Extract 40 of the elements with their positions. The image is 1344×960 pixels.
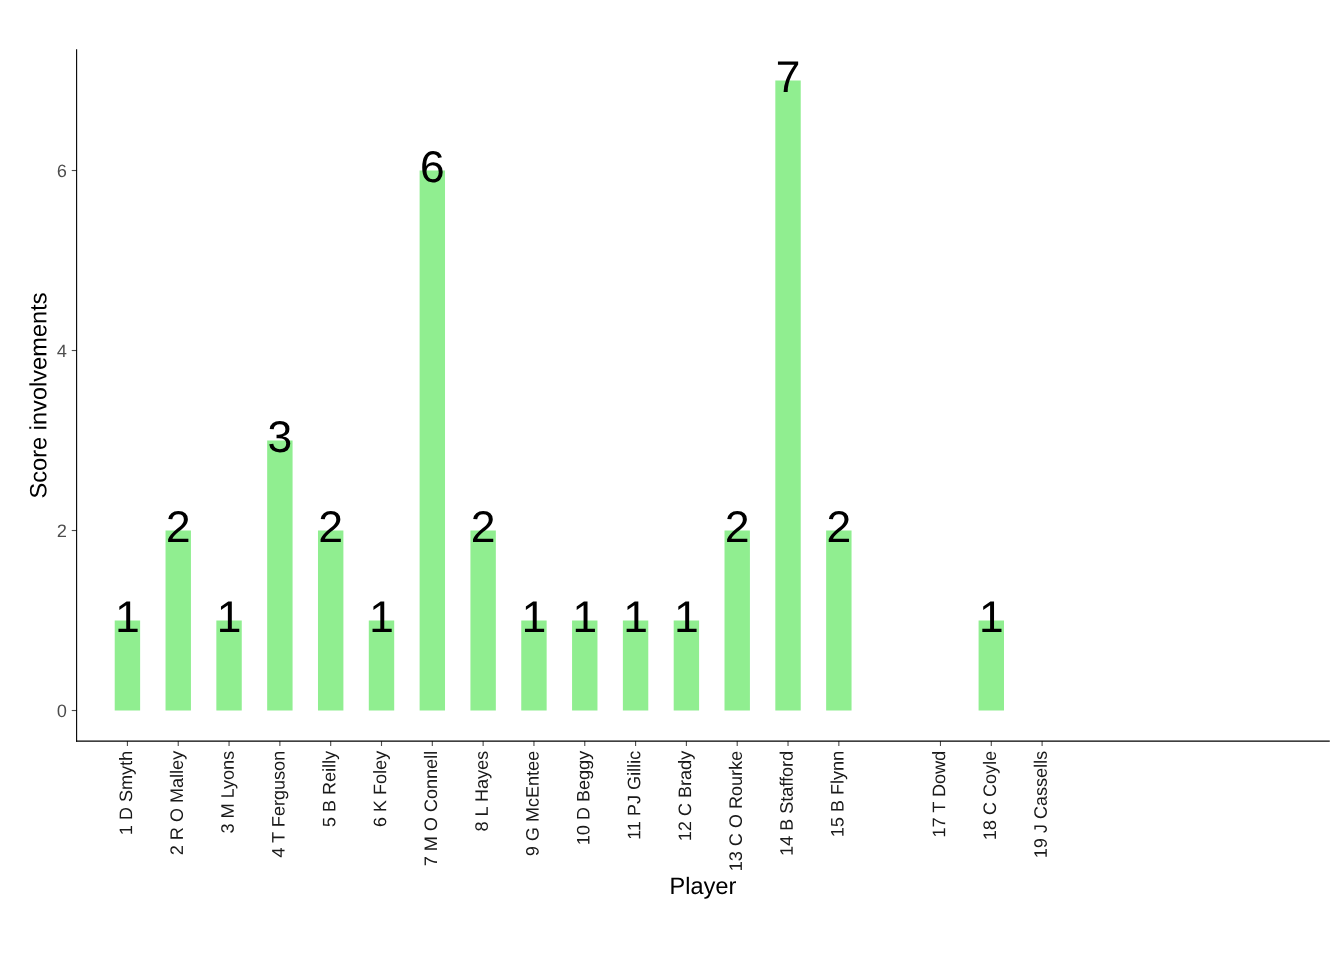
x-tick-label: 14 B Stafford xyxy=(779,752,793,855)
data-label: 1 xyxy=(677,601,697,633)
x-tick-label: 5 B Reilly xyxy=(322,750,340,827)
data-label: 7 xyxy=(777,61,799,93)
y-tick-label: 4 xyxy=(57,344,67,358)
data-label: 2 xyxy=(727,510,748,543)
data-label: 2 xyxy=(473,510,494,543)
data-label: 1 xyxy=(982,601,1002,633)
x-tick-label: 18 C Coyle xyxy=(982,751,1000,839)
data-label: 6 xyxy=(422,150,443,183)
data-label: 1 xyxy=(118,601,138,633)
data-label: 1 xyxy=(575,601,595,633)
x-tick-label: 8 L Hayes xyxy=(475,751,492,831)
data-label: 1 xyxy=(626,601,646,633)
data-label: 2 xyxy=(168,510,189,543)
x-tick-label: 7 M O Connell xyxy=(423,752,438,866)
y-tick-label: 2 xyxy=(57,524,66,538)
y-tick-label: 6 xyxy=(57,164,67,178)
x-tick-label: 10 D Beggy xyxy=(576,750,594,844)
x-tick-label: 1 D Smyth xyxy=(119,752,136,834)
x-tick-label: 19 J Cassells xyxy=(1033,751,1047,857)
x-tick-label: 12 C Brady xyxy=(677,750,695,840)
data-label: 1 xyxy=(524,601,545,633)
data-label: 1 xyxy=(372,601,392,633)
x-tick-label: 3 M Lyons xyxy=(221,751,238,833)
y-axis-title: Score involvements xyxy=(29,293,47,498)
x-tick-label: 4 T Ferguson xyxy=(272,752,289,858)
data-label: 2 xyxy=(320,510,341,543)
data-label: 1 xyxy=(220,601,240,633)
x-tick-label: 17 T Dowd xyxy=(932,752,946,837)
x-tick-label: 9 G McEntee xyxy=(526,751,539,856)
y-tick-label: 0 xyxy=(57,704,67,718)
x-tick-label: 13 C O Rourke xyxy=(728,751,743,870)
x-tick-label: 6 K Foley xyxy=(373,750,390,827)
data-label: 3 xyxy=(269,420,291,453)
x-tick-label: 15 B Flynn xyxy=(830,752,848,836)
x-tick-label: 2 R O Malley xyxy=(169,750,187,855)
x-tick-label: 11 PJ Gillic xyxy=(627,751,641,839)
data-label: 2 xyxy=(828,510,849,543)
x-axis-title: Player xyxy=(671,876,736,899)
